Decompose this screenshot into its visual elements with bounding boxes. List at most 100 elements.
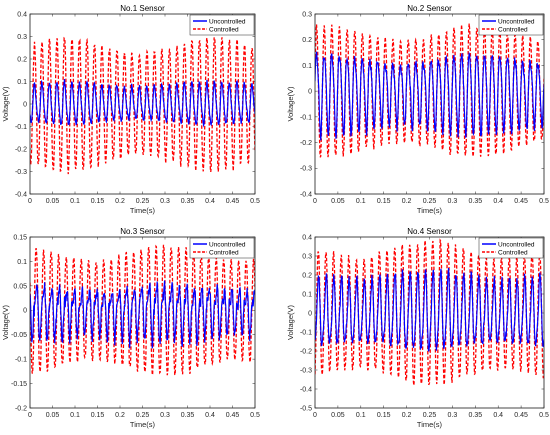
- x-tick-label: 0.15: [91, 412, 105, 419]
- legend-box: [189, 237, 255, 259]
- y-tick-label: 0.3: [302, 11, 312, 18]
- chart-title: No.3 Sensor: [120, 227, 165, 236]
- x-tick-label: 0.5: [539, 198, 549, 205]
- x-tick-label: 0.45: [226, 198, 240, 205]
- x-tick-label: 0.3: [160, 198, 170, 205]
- x-tick-label: 0: [28, 412, 32, 419]
- y-tick-label: -0.1: [15, 124, 27, 131]
- x-tick-label: 0.25: [423, 412, 437, 419]
- x-tick-label: 0.3: [160, 412, 170, 419]
- x-tick-label: 0.35: [181, 412, 195, 419]
- series-line-controlled: [315, 238, 544, 386]
- chart-panel-1: 0 0.05 0.1 0.15 0.2 0.25 0.3 0.35 0.4 0.45 0.5 -0.4…: [1, 4, 260, 215]
- x-tick-label: 0.05: [46, 412, 60, 419]
- legend-entry: Controlled: [498, 26, 528, 33]
- x-axis-label: Time(s): [417, 206, 443, 215]
- y-tick-label: -0.5: [300, 405, 312, 412]
- x-tick-label: 0.25: [136, 412, 150, 419]
- y-axis-label: Voltage(V): [1, 304, 10, 340]
- legend-box: [189, 14, 255, 36]
- legend-entry: Controlled: [209, 249, 239, 256]
- y-tick-label: 0.3: [17, 34, 27, 41]
- y-tick-label: 0.1: [302, 63, 312, 70]
- y-tick-label: 0.1: [302, 291, 312, 298]
- x-tick-label: 0.2: [115, 412, 125, 419]
- plot-frame: [314, 236, 545, 409]
- legend-entry: Uncontrolled: [209, 18, 246, 25]
- x-tick-label: 0.2: [402, 412, 412, 419]
- x-tick-label: 0.15: [91, 198, 105, 205]
- y-tick-label: 0: [23, 101, 27, 108]
- y-tick-label: 0.4: [302, 234, 312, 241]
- y-tick-label: -0.3: [300, 166, 312, 173]
- y-tick-label: -0.4: [300, 386, 312, 393]
- y-tick-label: 0: [308, 89, 312, 96]
- y-tick-label: -0.05: [11, 332, 27, 339]
- x-tick-label: 0.15: [377, 198, 391, 205]
- y-tick-label: 0.2: [17, 56, 27, 63]
- y-tick-label: -0.1: [15, 357, 27, 364]
- y-tick-label: 0.4: [17, 11, 27, 18]
- legend-entry: Uncontrolled: [498, 18, 535, 25]
- y-axis-label: Voltage(V): [1, 86, 10, 122]
- x-tick-label: 0.05: [331, 198, 345, 205]
- x-tick-label: 0.45: [514, 412, 528, 419]
- x-tick-label: 0.45: [514, 198, 528, 205]
- x-tick-label: 0.4: [205, 412, 215, 419]
- x-tick-label: 0.15: [377, 412, 391, 419]
- y-tick-label: -0.15: [11, 381, 27, 388]
- y-tick-label: -0.1: [300, 114, 312, 121]
- y-tick-label: 0: [23, 308, 27, 315]
- x-axis-label: Time(s): [417, 420, 443, 429]
- x-tick-label: 0.4: [493, 198, 503, 205]
- y-tick-label: 0.3: [302, 253, 312, 260]
- x-tick-label: 0.3: [448, 198, 458, 205]
- series-line-controlled: [30, 244, 255, 377]
- x-tick-label: 0.5: [250, 198, 260, 205]
- y-tick-label: 0.1: [17, 259, 27, 266]
- chart-panel-3: 0 0.05 0.1 0.15 0.2 0.25 0.3 0.35 0.4 0.45 0.5 -0.2…: [1, 227, 260, 429]
- x-tick-label: 0.45: [226, 412, 240, 419]
- legend-entry: Controlled: [209, 26, 239, 33]
- series-line-uncontrolled: [315, 267, 544, 352]
- x-axis-label: Time(s): [130, 420, 156, 429]
- y-tick-label: 0.1: [17, 79, 27, 86]
- x-tick-label: 0.35: [468, 198, 482, 205]
- y-tick-label: -0.4: [15, 191, 27, 198]
- y-tick-label: -0.1: [300, 329, 312, 336]
- x-tick-label: 0.2: [115, 198, 125, 205]
- x-tick-label: 0: [313, 198, 317, 205]
- x-tick-label: 0.2: [402, 198, 412, 205]
- y-tick-label: -0.3: [15, 169, 27, 176]
- x-tick-label: 0.5: [250, 412, 260, 419]
- y-tick-label: -0.2: [15, 405, 27, 412]
- plot-frame: [29, 236, 256, 409]
- x-tick-label: 0.35: [468, 412, 482, 419]
- y-tick-label: 0.05: [13, 283, 27, 290]
- y-tick-label: -0.2: [300, 348, 312, 355]
- legend-entry: Uncontrolled: [209, 241, 246, 248]
- y-tick-label: -0.4: [300, 191, 312, 198]
- x-tick-label: 0: [313, 412, 317, 419]
- y-axis-label: Voltage(V): [286, 86, 295, 122]
- plot-area: [314, 13, 545, 195]
- y-axis-label: Voltage(V): [286, 304, 295, 340]
- x-tick-label: 0.05: [331, 412, 345, 419]
- plot-frame: [29, 13, 256, 195]
- x-tick-label: 0.25: [136, 198, 150, 205]
- legend-box: [478, 237, 544, 259]
- x-tick-label: 0: [28, 198, 32, 205]
- chart-panel-4: 0 0.05 0.1 0.15 0.2 0.25 0.3 0.35 0.4 0.45 0.5 -0.5…: [286, 227, 549, 429]
- x-tick-label: 0.4: [493, 412, 503, 419]
- y-tick-label: -0.3: [300, 367, 312, 374]
- x-axis-label: Time(s): [130, 206, 156, 215]
- plot-frame: [314, 13, 545, 195]
- chart-title: No.2 Sensor: [407, 4, 452, 13]
- x-tick-label: 0.1: [356, 412, 366, 419]
- chart-title: No.1 Sensor: [120, 4, 165, 13]
